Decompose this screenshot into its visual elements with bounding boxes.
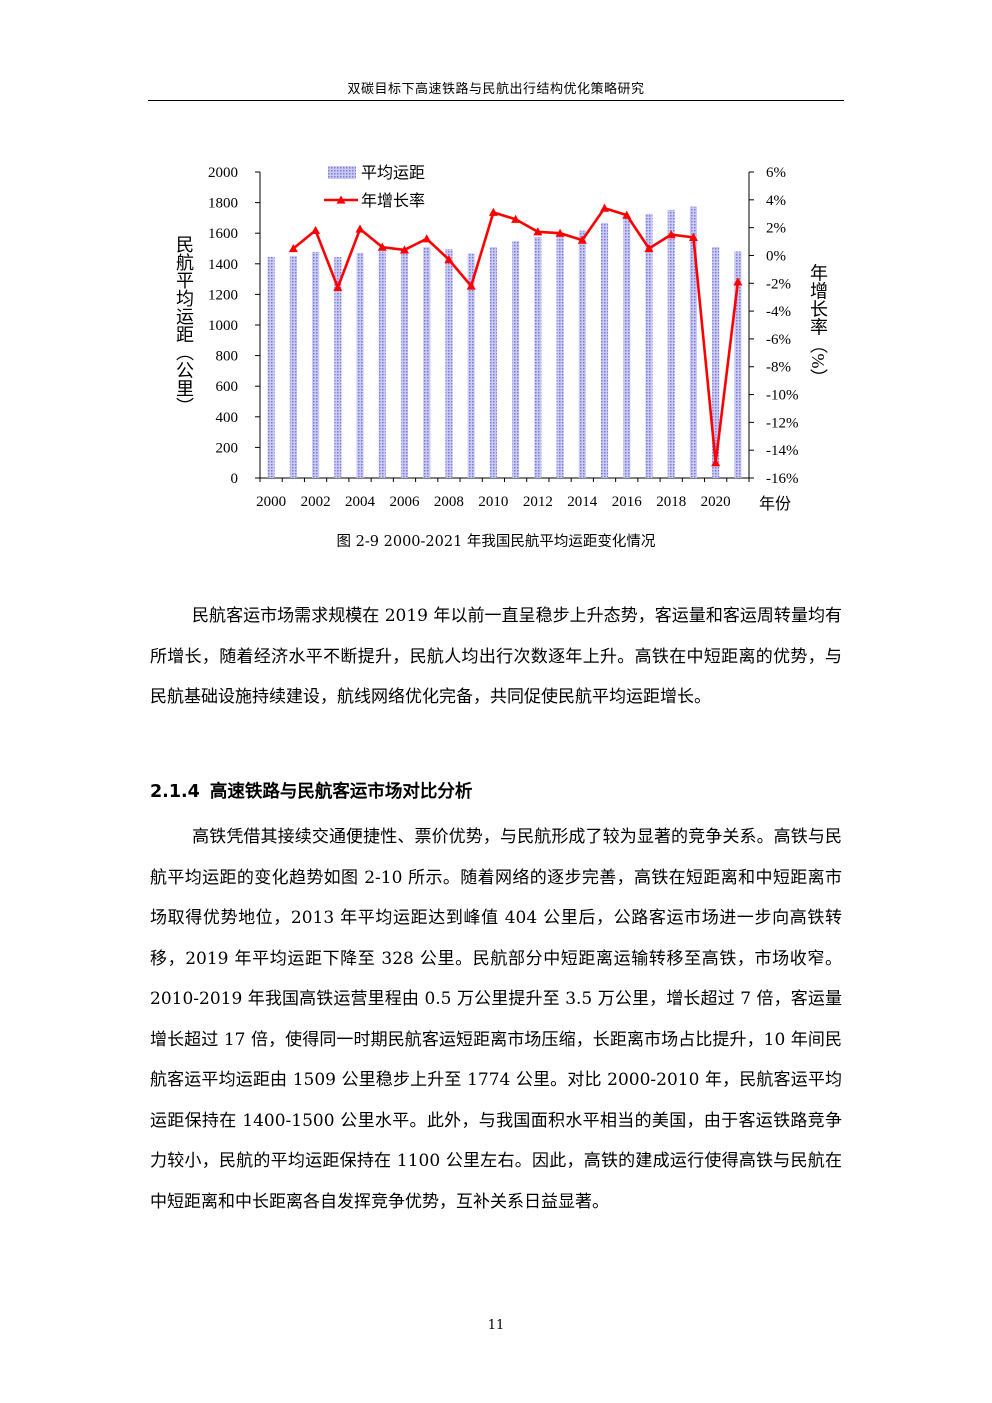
bar-2020 bbox=[712, 246, 720, 478]
paragraph-1-text: 民航客运市场需求规模在 2019 年以前一直呈稳步上升态势，客运量和客运周转量均… bbox=[150, 606, 842, 707]
bar-2015 bbox=[600, 222, 609, 478]
y-tick-label: 1600 bbox=[208, 226, 238, 242]
growth-point-2012 bbox=[533, 227, 543, 236]
bar-2008 bbox=[445, 249, 453, 478]
growth-point-2019 bbox=[688, 232, 698, 241]
bar-2005 bbox=[378, 251, 386, 478]
y-axis-title: 民航平均运距（公里） bbox=[174, 235, 194, 415]
x-tick-label: 2010 bbox=[478, 494, 508, 510]
growth-point-2018 bbox=[666, 230, 676, 239]
growth-point-2014 bbox=[577, 235, 587, 244]
x-tick-label: 2018 bbox=[656, 494, 686, 510]
growth-point-2009 bbox=[466, 281, 476, 290]
x-tick-label: 2002 bbox=[301, 494, 331, 510]
x-axis-title: 年份 bbox=[759, 495, 791, 513]
figure-caption: 图 2-9 2000-2021 年我国民航平均运距变化情况 bbox=[336, 534, 656, 550]
legend-label-line: 年增长率 bbox=[361, 192, 425, 210]
bar-2009 bbox=[467, 253, 475, 478]
paragraph-2: 高铁凭借其接续交通便捷性、票价优势，与民航形成了较为显著的竞争关系。高铁与民航平… bbox=[150, 817, 842, 1222]
x-tick-label: 2008 bbox=[434, 494, 464, 510]
growth-point-2021 bbox=[733, 277, 743, 286]
y-tick-label: 800 bbox=[216, 349, 239, 365]
bar-2010 bbox=[489, 247, 497, 478]
y-tick-label: 1400 bbox=[208, 257, 238, 273]
legend-label-bar: 平均运距 bbox=[361, 164, 425, 182]
avg-distance-chart: 0 200 400 600 800 1000 1200 1400 1600 1800 2000 -16… bbox=[174, 164, 828, 513]
bar-2018 bbox=[667, 209, 675, 478]
x-tick-label: 2000 bbox=[256, 494, 286, 510]
growth-point-2008 bbox=[444, 255, 454, 264]
bar-2006 bbox=[400, 249, 409, 478]
growth-point-2005 bbox=[377, 242, 387, 251]
growth-point-2011 bbox=[511, 214, 521, 223]
y-tick-label: 1800 bbox=[208, 196, 238, 212]
y-tick-label: 1000 bbox=[208, 318, 238, 334]
y2-tick-label: -16% bbox=[766, 471, 799, 487]
growth-point-2006 bbox=[399, 245, 409, 254]
growth-point-2020 bbox=[711, 458, 721, 467]
running-header: 双碳目标下高速铁路与民航出行结构优化策略研究 bbox=[347, 82, 645, 97]
growth-point-2002 bbox=[311, 225, 321, 235]
bar-2019 bbox=[689, 206, 697, 478]
growth-point-2003 bbox=[333, 282, 343, 292]
bar-2012 bbox=[534, 237, 542, 478]
paragraph-1: 民航客运市场需求规模在 2019 年以前一直呈稳步上升态势，客运量和客运周转量均… bbox=[150, 596, 842, 718]
y2-tick-label: -6% bbox=[766, 332, 791, 348]
bar-2007 bbox=[423, 247, 431, 478]
y-tick-label: 0 bbox=[231, 471, 239, 487]
bar-2004 bbox=[356, 252, 364, 478]
legend-swatch-marker bbox=[336, 195, 346, 204]
bar-2011 bbox=[512, 241, 520, 478]
section-title: 高速铁路与民航客运市场对比分析 bbox=[209, 782, 473, 802]
bar-2003 bbox=[334, 257, 342, 478]
y2-axis-title: 年增长率（%） bbox=[808, 263, 828, 386]
bar-2021 bbox=[734, 251, 742, 478]
x-tick-label: 2012 bbox=[523, 494, 553, 510]
y2-tick-label: 0% bbox=[766, 248, 786, 264]
bar-2002 bbox=[312, 251, 320, 478]
y2-tick-label: -12% bbox=[766, 415, 799, 431]
y2-tick-label: -14% bbox=[766, 443, 799, 459]
y-tick-label: 200 bbox=[216, 440, 239, 456]
section-heading: 2.1.4 高速铁路与民航客运市场对比分析 bbox=[150, 778, 472, 803]
bar-2017 bbox=[645, 213, 653, 479]
y-tick-label: 1200 bbox=[208, 287, 238, 303]
x-tick-label: 2014 bbox=[567, 494, 598, 510]
x-tick-label: 2016 bbox=[612, 494, 643, 510]
growth-point-2004 bbox=[355, 224, 365, 233]
growth-point-2016 bbox=[622, 210, 632, 219]
page-number: 11 bbox=[487, 1318, 505, 1333]
y2-tick-label: 2% bbox=[766, 221, 786, 237]
section-number: 2.1.4 bbox=[150, 782, 200, 802]
growth-point-2017 bbox=[644, 244, 654, 253]
y2-tick-label: -8% bbox=[766, 360, 791, 376]
y2-tick-label: -10% bbox=[766, 388, 799, 404]
bar-2000 bbox=[267, 256, 275, 478]
y2-tick-label: -4% bbox=[766, 304, 791, 320]
y2-tick-label: -2% bbox=[766, 276, 791, 292]
header-rule bbox=[148, 100, 844, 101]
bar-2001 bbox=[289, 255, 297, 478]
growth-point-2010 bbox=[488, 207, 498, 216]
x-tick-label: 2004 bbox=[345, 494, 376, 510]
growth-point-2015 bbox=[600, 203, 610, 212]
x-tick-label: 2006 bbox=[389, 494, 420, 510]
y-tick-label: 2000 bbox=[208, 165, 238, 181]
legend-swatch-bar bbox=[328, 166, 356, 179]
growth-point-2001 bbox=[288, 244, 298, 253]
growth-point-2007 bbox=[422, 234, 432, 243]
bar-2014 bbox=[578, 230, 586, 478]
y-tick-label: 600 bbox=[216, 379, 239, 395]
x-tick-label: 2020 bbox=[701, 494, 731, 510]
y-tick-label: 400 bbox=[216, 410, 239, 426]
bar-2016 bbox=[623, 216, 631, 478]
growth-point-2013 bbox=[555, 228, 565, 237]
bar-2013 bbox=[556, 233, 564, 478]
y2-tick-label: 4% bbox=[766, 193, 786, 209]
paragraph-2-text: 高铁凭借其接续交通便捷性、票价优势，与民航形成了较为显著的竞争关系。高铁与民航平… bbox=[150, 827, 842, 1212]
y2-tick-label: 6% bbox=[766, 165, 786, 181]
